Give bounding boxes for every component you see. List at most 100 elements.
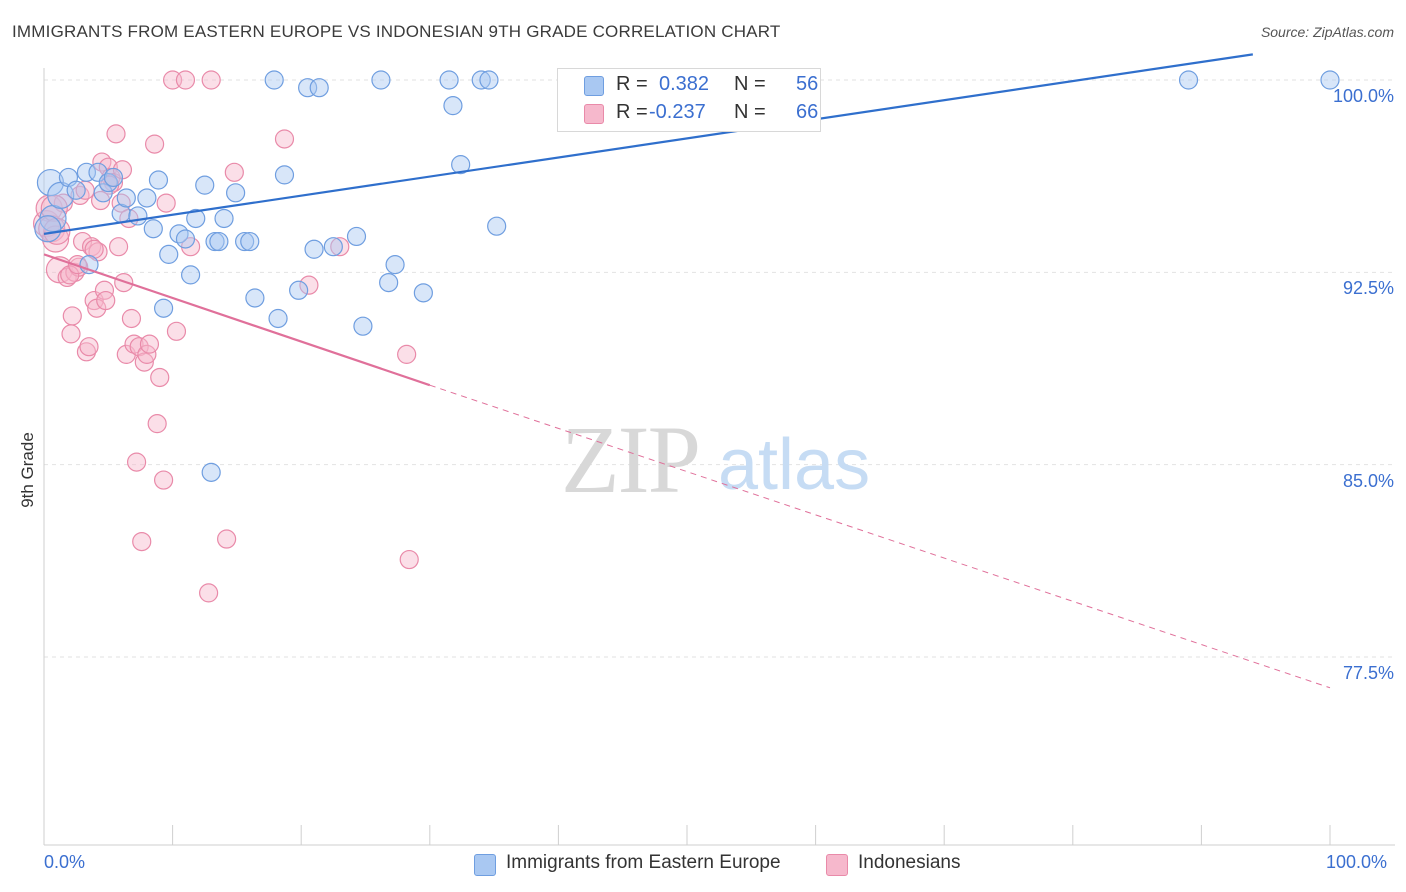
y-tick-label: 100.0% bbox=[1332, 86, 1394, 106]
point-eastern-europe bbox=[169, 224, 189, 244]
point-indonesians bbox=[132, 531, 152, 552]
point-eastern-europe bbox=[34, 215, 62, 243]
point-eastern-europe bbox=[309, 78, 329, 98]
bottom-legend-label: Immigrants from Eastern Europe bbox=[506, 852, 781, 873]
legend-swatch-blue bbox=[584, 76, 604, 96]
point-eastern-europe bbox=[346, 226, 367, 247]
trend-lines bbox=[43, 53, 1331, 689]
point-indonesians bbox=[121, 308, 142, 329]
point-indonesians bbox=[72, 231, 93, 252]
point-eastern-europe bbox=[128, 206, 148, 226]
trend-line-eastern-europe bbox=[43, 53, 1254, 235]
axes bbox=[43, 68, 1395, 846]
point-indonesians bbox=[330, 237, 350, 257]
point-indonesians bbox=[217, 529, 237, 549]
point-eastern-europe bbox=[353, 316, 373, 336]
point-indonesians bbox=[70, 185, 90, 205]
point-eastern-europe bbox=[159, 244, 179, 264]
point-eastern-europe bbox=[175, 229, 196, 249]
bottom-legend-swatch-pink bbox=[826, 854, 848, 876]
y-tick-label: 77.5% bbox=[1342, 663, 1394, 683]
point-indonesians bbox=[94, 280, 115, 300]
point-eastern-europe bbox=[443, 96, 463, 116]
point-eastern-europe bbox=[240, 231, 260, 252]
point-indonesians bbox=[126, 452, 147, 472]
bottom-legend-label: Indonesians bbox=[858, 852, 961, 873]
point-indonesians bbox=[61, 324, 81, 344]
watermark: ZIP atlas bbox=[561, 406, 870, 513]
point-indonesians bbox=[96, 290, 116, 311]
correlation-legend: R = 0.382 N = 56 R = -0.237 N = 66 bbox=[557, 68, 821, 132]
legend-n-label: N = bbox=[734, 101, 766, 123]
point-indonesians bbox=[156, 193, 176, 213]
point-indonesians bbox=[153, 470, 174, 490]
legend-r-label: R = bbox=[616, 73, 648, 95]
point-eastern-europe bbox=[88, 162, 108, 182]
source-credit: Source: ZipAtlas.com bbox=[1260, 24, 1394, 40]
x-tick-label-max: 100.0% bbox=[1326, 852, 1388, 872]
point-indonesians bbox=[150, 367, 170, 388]
point-eastern-europe bbox=[181, 265, 201, 285]
point-eastern-europe bbox=[245, 288, 265, 308]
point-eastern-europe bbox=[304, 239, 324, 259]
point-eastern-europe bbox=[274, 165, 295, 185]
point-eastern-europe bbox=[186, 208, 206, 229]
legend-n-label: N = bbox=[734, 73, 766, 95]
point-indonesians bbox=[274, 129, 295, 149]
point-eastern-europe bbox=[413, 283, 433, 303]
point-eastern-europe bbox=[153, 298, 174, 318]
point-eastern-europe bbox=[385, 255, 405, 275]
point-indonesians bbox=[79, 337, 99, 357]
point-eastern-europe bbox=[226, 183, 246, 203]
y-axis-label-text: 9th Grade bbox=[18, 432, 37, 508]
point-eastern-europe bbox=[195, 175, 215, 195]
point-eastern-europe bbox=[439, 70, 459, 90]
point-eastern-europe bbox=[471, 70, 491, 90]
point-indonesians bbox=[399, 549, 419, 570]
chart-title: IMMIGRANTS FROM EASTERN EUROPE VS INDONE… bbox=[12, 22, 781, 41]
point-indonesians bbox=[139, 334, 160, 354]
point-indonesians bbox=[166, 321, 187, 341]
point-indonesians bbox=[134, 352, 154, 372]
point-eastern-europe bbox=[137, 188, 157, 208]
gridlines bbox=[44, 79, 1395, 658]
legend-r-label: R = bbox=[616, 101, 648, 123]
series-eastern-europe-points bbox=[34, 70, 1340, 482]
point-indonesians bbox=[108, 237, 129, 257]
point-eastern-europe bbox=[98, 172, 118, 193]
point-eastern-europe bbox=[148, 170, 169, 190]
point-indonesians bbox=[114, 272, 134, 293]
point-eastern-europe bbox=[487, 216, 507, 236]
point-eastern-europe bbox=[1178, 70, 1199, 90]
trend-line-indonesians-extension bbox=[429, 384, 1331, 689]
point-eastern-europe bbox=[116, 188, 136, 208]
point-indonesians bbox=[397, 344, 417, 364]
series-indonesians-points bbox=[32, 70, 419, 603]
y-axis-label: 9th Grade bbox=[8, 400, 48, 540]
point-eastern-europe bbox=[323, 237, 343, 257]
legend-swatch-pink bbox=[584, 104, 604, 124]
point-eastern-europe bbox=[289, 280, 309, 300]
y-tick-label: 92.5% bbox=[1342, 278, 1394, 299]
legend-r-value: 0.382 bbox=[659, 73, 710, 95]
point-eastern-europe bbox=[201, 462, 221, 482]
y-tick-label: 85.0% bbox=[1342, 470, 1394, 491]
point-indonesians bbox=[201, 70, 221, 90]
point-eastern-europe bbox=[214, 208, 234, 229]
point-eastern-europe bbox=[103, 167, 124, 188]
watermark-atlas: atlas bbox=[718, 425, 870, 505]
bottom-legend-swatch-blue bbox=[474, 854, 496, 876]
point-indonesians bbox=[124, 334, 144, 354]
point-indonesians bbox=[60, 265, 80, 285]
point-eastern-europe bbox=[268, 308, 288, 329]
legend-n-value: 66 bbox=[796, 101, 819, 123]
point-indonesians bbox=[299, 275, 319, 295]
x-tick-label-min: 0.0% bbox=[44, 852, 86, 872]
point-eastern-europe bbox=[298, 78, 318, 98]
trend-line-indonesians bbox=[43, 253, 431, 387]
point-indonesians bbox=[84, 239, 104, 259]
point-indonesians bbox=[84, 290, 104, 311]
legend-r-value: -0.237 bbox=[649, 101, 706, 123]
point-eastern-europe bbox=[264, 70, 284, 90]
